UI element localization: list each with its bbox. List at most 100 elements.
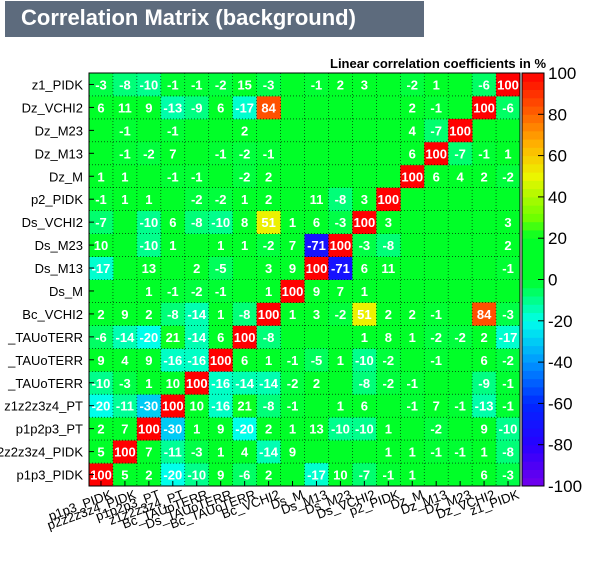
cell-value: 2	[313, 376, 320, 391]
heatmap-cell	[136, 95, 162, 120]
heatmap-cell	[232, 95, 258, 120]
colorbar-segment	[522, 345, 544, 355]
heatmap-cell	[160, 417, 186, 441]
heatmap-cell	[89, 256, 114, 280]
colorbar-segment	[522, 172, 544, 181]
cell-value: 100	[497, 77, 519, 92]
cell-value: 1	[265, 284, 272, 299]
heatmap-cell	[496, 233, 521, 257]
cell-value: -3	[359, 238, 371, 253]
heatmap-cell	[184, 164, 210, 189]
heatmap-cell	[376, 210, 401, 235]
heatmap-cell	[136, 371, 162, 395]
colorbar-segment	[522, 238, 544, 247]
cell-value: 11	[118, 100, 132, 115]
cell-value: -5	[311, 353, 323, 368]
colorbar-segment	[522, 196, 544, 206]
cell-value: 100	[401, 169, 423, 184]
colorbar-tick-label: 20	[548, 229, 567, 248]
cell-value: 100	[449, 123, 471, 138]
heatmap-cell	[280, 233, 305, 257]
heatmap-cell	[280, 371, 305, 395]
heatmap-cell	[160, 164, 186, 189]
heatmap-cell	[136, 348, 162, 372]
cell-value: -10	[355, 353, 374, 368]
heatmap-cell	[376, 417, 401, 441]
heatmap-cell	[400, 164, 425, 189]
heatmap-cell	[232, 394, 258, 418]
heatmap-cell	[424, 348, 449, 372]
colorbar-segment	[522, 320, 544, 330]
cell-value: 9	[289, 261, 296, 276]
cell-value: 5	[121, 468, 128, 483]
colorbar-segment	[522, 155, 544, 165]
heatmap-cell	[304, 210, 329, 235]
heatmap-cell	[112, 463, 138, 487]
heatmap-cell	[136, 141, 162, 166]
heatmap-cell	[232, 164, 258, 189]
heatmap-cell	[376, 463, 401, 487]
cell-value: -2	[430, 422, 442, 437]
colorbar-segment	[522, 106, 544, 115]
cell-value: 84	[477, 307, 492, 322]
colorbar-segment	[522, 254, 544, 264]
heatmap-cell	[112, 371, 138, 395]
heatmap-cell	[304, 73, 329, 97]
heatmap-cell	[89, 371, 114, 395]
cell-value: 7	[121, 422, 128, 437]
cell-value: -1	[119, 146, 131, 161]
cell-value: 10	[333, 468, 347, 483]
heatmap-cell	[89, 73, 114, 97]
cell-value: 4	[409, 123, 417, 138]
cell-value: 1	[217, 307, 224, 322]
heatmap-cell	[160, 73, 186, 97]
cell-value: 9	[121, 307, 128, 322]
heatmap-cell	[304, 279, 329, 303]
heatmap-cell	[400, 73, 425, 97]
cell-value: -8	[263, 330, 275, 345]
cell-value: -1	[406, 376, 418, 391]
cell-value: -16	[211, 376, 230, 391]
cell-value: -8	[383, 238, 395, 253]
cell-value: 1	[480, 445, 487, 460]
cell-value: -1	[167, 284, 179, 299]
heatmap-cell	[232, 325, 258, 349]
colorbar-tick-label: -40	[548, 353, 573, 372]
cell-value: -8	[263, 399, 275, 414]
heatmap-cell	[376, 371, 401, 395]
heatmap-cell	[184, 302, 210, 326]
chart-title: Linear correlation coefficients in %	[330, 56, 546, 71]
heatmap-cell	[328, 73, 353, 97]
cell-value: -7	[454, 146, 466, 161]
heatmap-cell	[496, 210, 521, 235]
heatmap-cell	[496, 164, 521, 189]
cell-value: 1	[409, 468, 416, 483]
colorbar-segment	[522, 97, 544, 107]
cell-value: -17	[307, 468, 326, 483]
cell-value: -14	[116, 330, 136, 345]
heatmap-cell	[208, 187, 234, 212]
cell-value: -9	[191, 100, 203, 115]
heatmap-cell	[208, 279, 234, 303]
heatmap-cell	[328, 210, 353, 235]
cell-value: 8	[385, 330, 392, 345]
cell-value: 100	[234, 330, 256, 345]
heatmap-cell	[112, 302, 138, 326]
heatmap-cell	[89, 233, 114, 257]
cell-value: 1	[97, 169, 104, 184]
heatmap-cell	[328, 279, 353, 303]
cell-value: -16	[163, 353, 182, 368]
heatmap-cell	[160, 141, 186, 166]
heatmap-cell	[424, 440, 449, 464]
heatmap-cell	[352, 302, 377, 326]
cell-value: -8	[239, 307, 251, 322]
cell-value: 10	[94, 238, 108, 253]
heatmap-cell	[400, 325, 425, 349]
cell-value: -1	[502, 261, 514, 276]
heatmap-cell	[256, 233, 281, 257]
heatmap-cell	[352, 348, 377, 372]
heatmap-cell	[448, 440, 473, 464]
cell-value: 100	[473, 100, 495, 115]
heatmap-cell	[136, 73, 162, 97]
cell-value: 51	[261, 215, 275, 230]
